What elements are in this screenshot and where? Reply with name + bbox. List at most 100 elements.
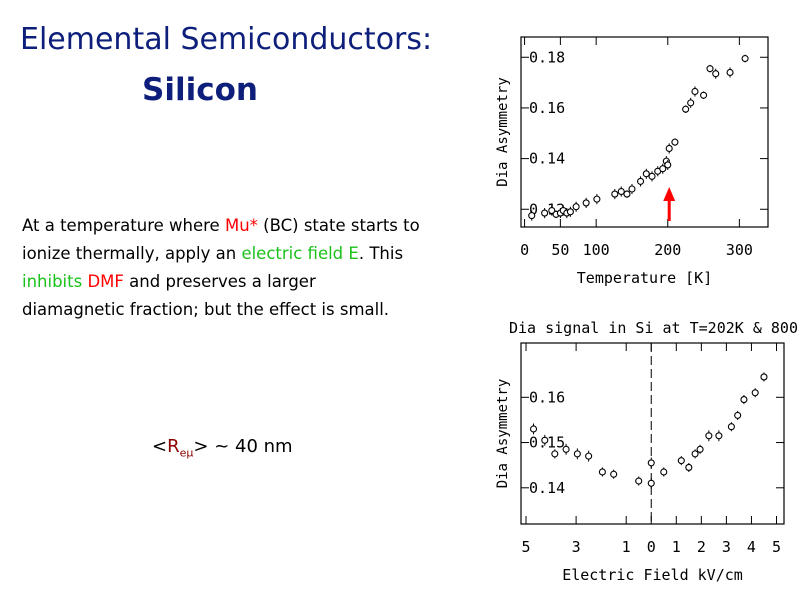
marker [637,177,645,185]
text-part: and preserves a larger diamagnetic fract… [22,272,390,319]
marker [740,396,748,404]
marker [593,195,601,203]
marker [665,144,673,153]
plot-frame [520,342,785,525]
marker [551,450,559,458]
marker [715,432,723,440]
x-tick-label: 5 [772,538,781,556]
electric-field-highlight: electric field E [241,244,359,263]
x-axis-label: Temperature [K] [577,269,712,287]
marker [582,199,590,207]
data-point [528,210,536,221]
marker [573,450,581,458]
data-point [585,450,593,462]
data-point [687,97,695,108]
radius-open: < [152,436,168,457]
marker [635,477,643,485]
data-point [665,143,673,154]
marker [566,208,574,216]
x-tick-label: 200 [654,241,681,259]
y-tick-label: 0.14 [529,479,565,497]
marker [751,389,759,397]
data-point [740,395,748,405]
data-point [617,186,625,197]
chart-dia-vs-temperature: 0.120.140.160.180 50 100 200 300Temperature … [495,36,769,287]
y-tick-label: 0.16 [529,99,565,117]
marker [541,209,549,217]
radius-value: > ~ 40 nm [193,436,293,457]
marker [628,185,636,193]
y-tick-label: 0.14 [529,150,565,168]
marker [741,54,749,63]
data-point [551,449,559,459]
data-point [726,67,734,78]
data-point [664,159,672,170]
data-point [715,430,723,442]
plot-frame [520,36,769,228]
data-point [706,64,714,73]
marker [585,452,593,460]
mu-star-highlight: Mu* [224,216,258,235]
marker [610,470,618,478]
radius-subscript: eμ [179,446,194,460]
marker [642,170,650,178]
data-point [712,68,720,79]
marker [664,161,672,169]
data-point [611,189,619,200]
y-axis-label: Dia Asymmetry [495,77,511,187]
data-point [598,467,606,477]
x-tick-label: 4 [747,538,756,556]
marker [611,190,619,198]
marker [548,206,556,215]
marker [677,457,685,465]
x-tick-label: 3 [572,538,581,556]
data-point [541,434,549,446]
x-tick-label: 50 [551,241,569,259]
data-point [751,388,759,398]
data-point [677,456,685,466]
marker [691,87,699,96]
marker [529,425,538,433]
y-tick-label: 0.16 [529,388,565,406]
marker [712,70,720,78]
marker [671,138,679,146]
data-point [660,467,668,477]
data-point [696,444,704,454]
marker [760,373,768,381]
data-point [593,194,601,205]
marker [705,432,713,440]
x-tick-label: 3 [722,538,731,556]
data-point [647,457,655,469]
radius-symbol: R [167,436,180,457]
marker [660,468,668,476]
marker [541,436,549,444]
marker [685,463,693,471]
marker [647,459,655,467]
data-point [582,197,590,208]
x-tick-label: 0 [520,241,529,259]
dmf-highlight: DMF [87,272,124,291]
data-point [529,423,538,435]
y-tick-label: 0.18 [529,48,565,66]
y-axis-label: Dia Asymmetry [495,379,511,489]
data-point [691,86,699,97]
marker [706,65,714,73]
data-point [573,448,581,460]
x-axis-label: Electric Field kV/cm [562,566,743,584]
marker [659,165,667,173]
chart-title: Dia signal in Si at T=202K & 800 [509,319,798,337]
marker [528,212,536,220]
marker [726,68,734,77]
marker [687,99,695,107]
data-point [741,54,749,63]
data-point [700,91,708,100]
data-point [562,443,570,455]
data-point [659,163,667,174]
data-point [648,171,656,182]
data-point [671,138,679,146]
text-part: (BC) state starts to ionize thermally, a… [22,216,420,263]
marker [648,172,656,180]
data-point [691,449,699,459]
